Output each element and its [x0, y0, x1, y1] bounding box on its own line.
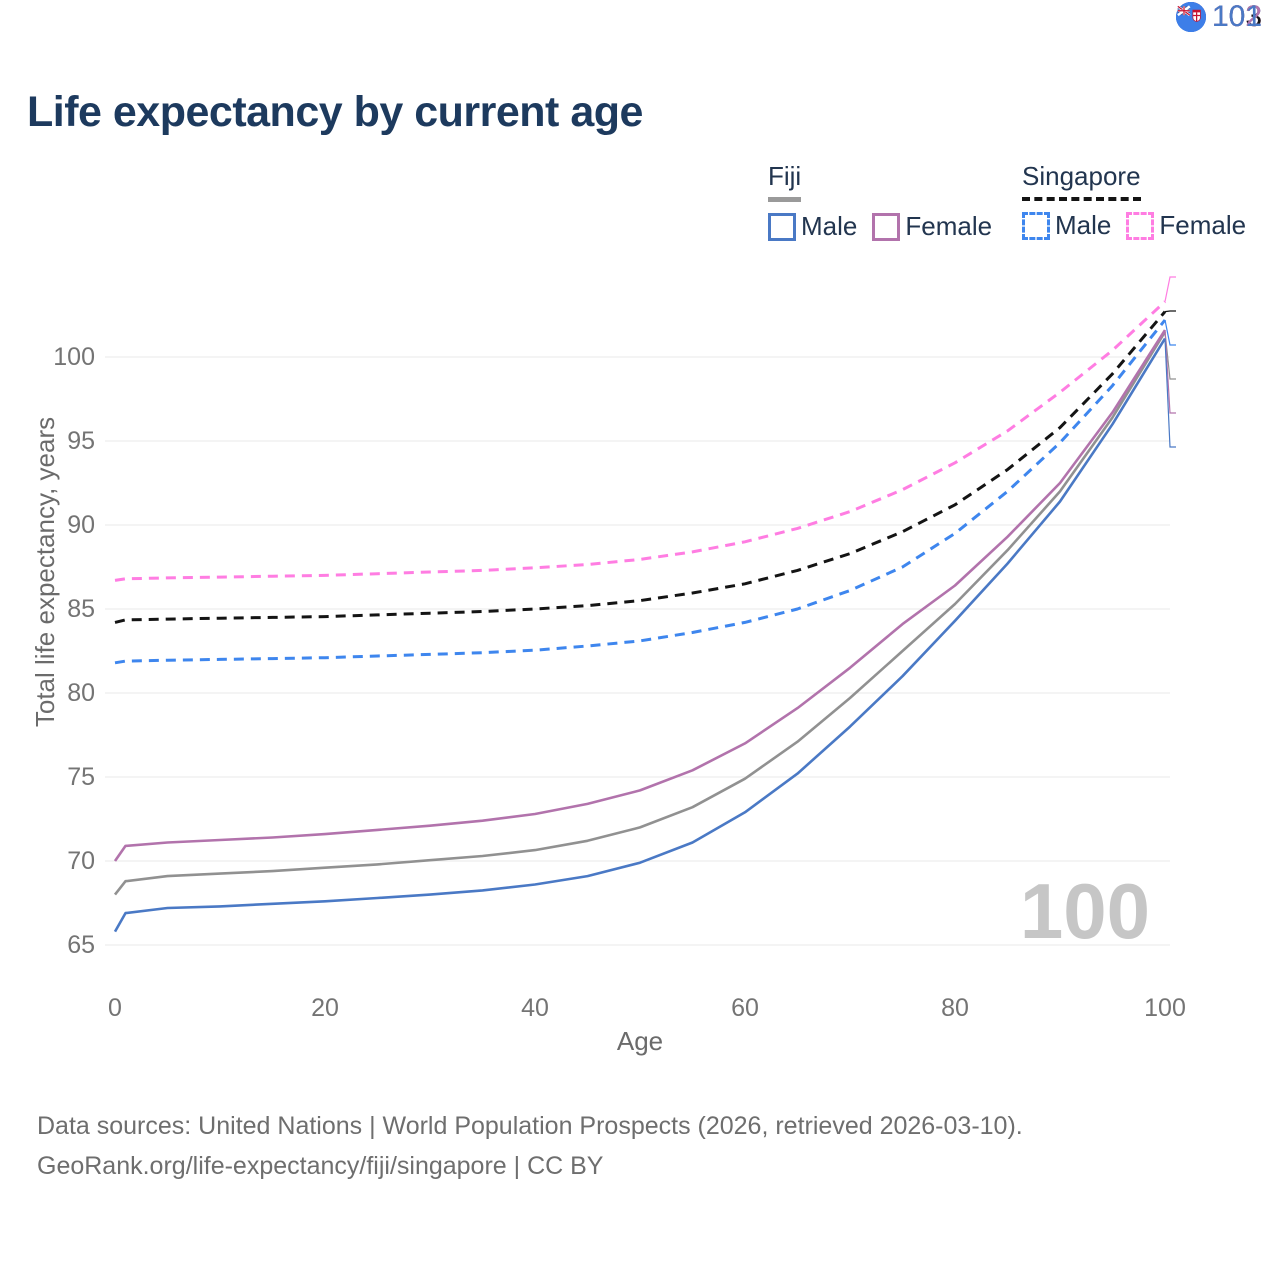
data-sources-text: Data sources: United Nations | World Pop… — [37, 1112, 1023, 1140]
x-tick: 60 — [731, 994, 759, 1022]
end-value: 103 — [1212, 0, 1263, 33]
end-value: 102 — [1212, 0, 1263, 33]
y-tick: 80 — [67, 679, 95, 707]
end-value: 101 — [1212, 0, 1263, 33]
end-label-fiji-male: 101 — [1176, 0, 1262, 34]
legend-item-singapore-female[interactable]: Female — [1126, 210, 1246, 241]
age-counter: 100 — [1019, 867, 1150, 955]
fiji-female-swatch-icon — [872, 212, 901, 241]
y-tick: 85 — [67, 595, 95, 623]
end-value: 102 — [1212, 0, 1263, 33]
y-tick: 70 — [67, 847, 95, 875]
legend-item-singapore-male[interactable]: Male — [1022, 210, 1111, 241]
page-title: Life expectancy by current age — [27, 88, 643, 136]
legend-label: Male — [1055, 210, 1112, 240]
y-tick: 90 — [67, 511, 95, 539]
legend-title-fiji: Fiji — [768, 161, 802, 202]
y-axis-title: Total life expectancy, years — [30, 416, 60, 728]
legend-group-singapore: Singapore Male Female — [1022, 161, 1246, 241]
legend-label: Female — [1159, 210, 1247, 240]
attribution-link[interactable]: GeoRank.org/life-expectancy/fiji/singapo… — [37, 1152, 604, 1180]
legend-item-fiji-male[interactable]: Male — [768, 211, 857, 242]
legend-label: Female — [905, 211, 993, 241]
y-tick: 65 — [67, 931, 95, 959]
fiji-flag-icon — [1176, 2, 1206, 32]
singapore-male-swatch-icon — [1022, 211, 1050, 240]
x-tick: 100 — [1144, 994, 1186, 1022]
end-value: 103 — [1212, 0, 1263, 33]
x-tick: 40 — [521, 994, 549, 1022]
x-tick: 0 — [108, 994, 122, 1022]
legend-label: Male — [801, 211, 858, 241]
end-value: 102 — [1212, 0, 1263, 33]
fiji-male-swatch-icon — [768, 212, 796, 241]
legend-title-singapore: Singapore — [1022, 161, 1141, 201]
x-tick: 20 — [311, 994, 339, 1022]
footer: Data sources: United Nations | World Pop… — [37, 1106, 1023, 1186]
y-tick: 100 — [53, 343, 95, 371]
x-tick: 80 — [941, 994, 969, 1022]
y-tick: 75 — [67, 763, 95, 791]
legend-group-fiji: Fiji Male Female — [768, 161, 992, 242]
y-tick: 95 — [67, 427, 95, 455]
legend-item-fiji-female[interactable]: Female — [872, 211, 992, 242]
x-axis-title: Age — [616, 1026, 664, 1056]
singapore-female-swatch-icon — [1126, 211, 1155, 240]
